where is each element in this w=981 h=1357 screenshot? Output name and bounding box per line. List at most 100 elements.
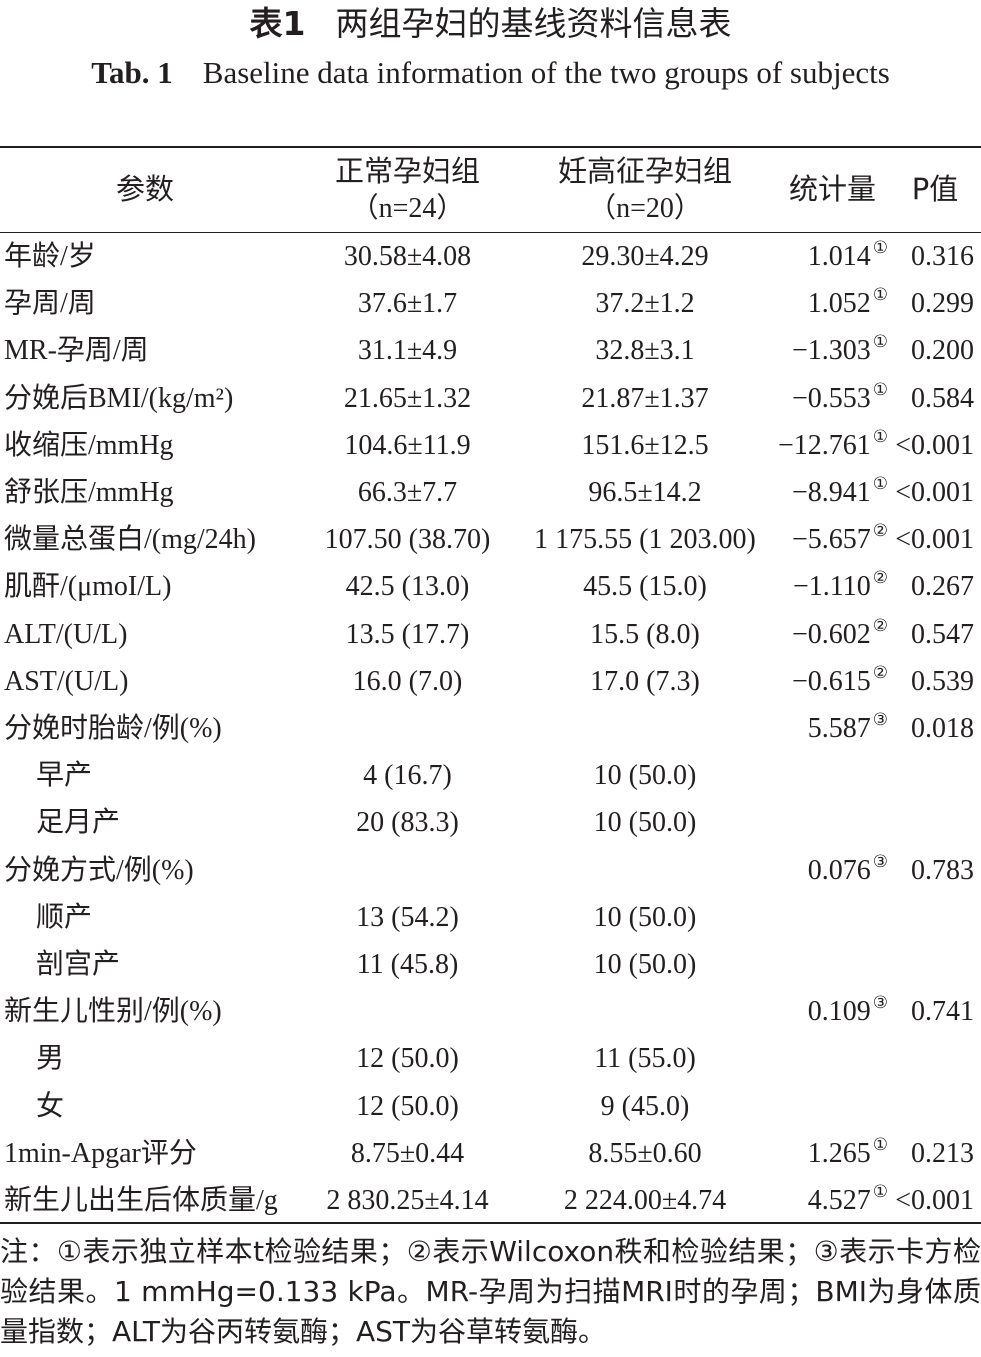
row-parameter-text: 肌酐/(μmoI/L) [4, 571, 172, 603]
statistic-value-text: 1.052 [807, 288, 871, 320]
row-parameter-text: 舒张压/mmHg [4, 477, 174, 508]
header-statistic: 统计量 [788, 172, 876, 206]
test-marker: ① [872, 238, 888, 257]
hdp-group-value: 15.5 (8.0) [525, 611, 765, 658]
test-marker: ② [872, 662, 888, 682]
normal-group-value-text: 8.75±0.44 [350, 1137, 465, 1169]
row-parameter-text: 新生儿出生后体质量/g [4, 1185, 278, 1216]
row-parameter: 1min-Apgar评分 [4, 1130, 197, 1177]
row-parameter: 肌酐/(μmoI/L) [4, 563, 171, 610]
test-marker: ② [872, 521, 888, 541]
table-row: 新生儿出生后体质量/g 2 830.25±4.14 2 224.00±4.74 4.5… [0, 1177, 981, 1224]
table-row: 早产 4 (16.7) 10 (50.0) [0, 752, 981, 799]
statistic-value: 0.076 ③ [808, 847, 888, 894]
hdp-group-value-text: 10 (50.0) [593, 760, 697, 792]
statistic-value: −0.553 ① [792, 375, 888, 422]
header-normal-label: 正常孕妇组 [334, 154, 480, 188]
row-parameter: 新生儿性别/例(%) [4, 988, 222, 1035]
p-value: 0.539 [911, 658, 974, 705]
hdp-group-value: 10 (50.0) [525, 752, 765, 799]
hdp-group-value: 9 (45.0) [525, 1083, 765, 1130]
statistic-value [886, 752, 888, 799]
normal-group-value: 12 (50.0) [290, 1035, 525, 1082]
normal-group-value-text: 42.5 (13.0) [345, 571, 470, 603]
p-value-text: 0.539 [911, 665, 974, 697]
row-parameter: 男 [36, 1035, 64, 1082]
p-value-text: 0.267 [911, 571, 974, 603]
hdp-group-value: 151.6±12.5 [525, 422, 765, 469]
test-marker: ① [872, 379, 888, 399]
hdp-group-value: 21.87±1.37 [525, 375, 765, 422]
table-row: 收缩压/mmHg 104.6±11.9 151.6±12.5 −12.761 ① <0.0… [0, 422, 981, 469]
statistic-value-text: −12.761 [777, 429, 871, 461]
p-value-text: 0.547 [911, 618, 974, 650]
statistic-value-text: −5.657 [791, 524, 871, 556]
row-parameter-text: 男 [36, 1043, 65, 1075]
statistic-value-text: −0.553 [791, 382, 871, 414]
test-marker: ③ [872, 710, 888, 729]
row-parameter-text: 1min-Apgar评分 [4, 1137, 197, 1169]
hdp-group-value-text: 17.0 (7.3) [590, 665, 700, 697]
normal-group-value-text: 16.0 (7.0) [352, 665, 463, 697]
statistic-value: −5.657 ② [792, 516, 888, 563]
row-parameter: 孕周/周 [4, 280, 96, 327]
hdp-group-value: 2 224.00±4.74 [525, 1177, 765, 1224]
table-row: 肌酐/(μmoI/L) 42.5 (13.0) 45.5 (15.0) −1.110 ②… [0, 563, 981, 610]
table-title-cn-text: 两组孕妇的基线资料信息表 [335, 4, 732, 43]
row-parameter-text: 足月产 [36, 807, 121, 839]
hdp-group-value-text: 29.30±4.29 [581, 241, 709, 272]
normal-group-value-text: 20 (83.3) [356, 807, 459, 839]
table-row: 男 12 (50.0) 11 (55.0) [0, 1035, 981, 1082]
hdp-group-value-text: 45.5 (15.0) [583, 571, 707, 603]
hdp-group-value-text: 8.55±0.60 [588, 1137, 702, 1169]
p-value-text: 0.213 [911, 1137, 974, 1169]
p-value: <0.001 [895, 516, 974, 563]
statistic-value: 1.014 ① [808, 233, 888, 280]
header-p-value: P值 [911, 172, 959, 206]
hdp-group-value-text: 2 224.00±4.74 [563, 1185, 727, 1216]
hdp-group-value: 29.30±4.29 [525, 233, 765, 280]
table-label-cn: 表1 [249, 4, 306, 43]
normal-group-value: 2 830.25±4.14 [290, 1177, 525, 1224]
table-footnote: 注：①表示独立样本t检验结果；②表示Wilcoxon秩和检验结果；③表示卡方检验… [0, 1235, 981, 1348]
normal-group-value: 20 (83.3) [290, 799, 525, 846]
normal-group-value-text: 4 (16.7) [363, 760, 452, 792]
row-parameter: 舒张压/mmHg [4, 469, 174, 516]
test-marker: ① [872, 332, 888, 352]
normal-group-value: 42.5 (13.0) [290, 563, 525, 610]
header-hdp-label: 妊高征孕妇组 [557, 154, 732, 188]
statistic-value: −1.303 ① [792, 327, 888, 374]
hdp-group-value: 45.5 (15.0) [525, 563, 765, 610]
p-value: 0.200 [911, 327, 974, 374]
table-row: 分娩时胎龄/例(%) 5.587 ③ 0.018 [0, 705, 981, 752]
hdp-group-value-text: 37.2±1.2 [595, 288, 695, 320]
normal-group-value-text: 12 (50.0) [356, 1043, 459, 1075]
statistic-value: 1.052 ① [808, 280, 888, 327]
table-row: 年龄/岁 30.58±4.08 29.30±4.29 1.014 ① 0.316 [0, 233, 981, 280]
hdp-group-value-text: 10 (50.0) [593, 807, 697, 839]
p-value-text: 0.316 [911, 241, 974, 272]
table-row: 剖宫产 11 (45.8) 10 (50.0) [0, 941, 981, 988]
row-parameter: 微量总蛋白/(mg/24h) [4, 516, 256, 563]
row-parameter-text: 女 [36, 1090, 65, 1122]
hdp-group-value: 10 (50.0) [525, 894, 765, 941]
normal-group-value-text: 107.50 (38.70) [324, 524, 491, 556]
normal-group-value-text: 31.1±4.9 [357, 335, 458, 367]
hdp-group-value: 37.2±1.2 [525, 280, 765, 327]
test-marker: ① [872, 1134, 888, 1154]
table-label-en: Tab. 1 [91, 55, 173, 90]
normal-group-value-text: 21.65±1.32 [343, 382, 472, 414]
row-parameter: 女 [36, 1083, 64, 1130]
normal-group-value-text: 30.58±4.08 [343, 241, 472, 272]
p-value: 0.316 [911, 233, 974, 280]
row-parameter: AST/(U/L) [4, 658, 128, 705]
hdp-group-value-text: 96.5±14.2 [588, 477, 702, 508]
row-parameter-text: 分娩方式/例(%) [4, 854, 194, 886]
p-value: 0.783 [911, 847, 974, 894]
row-parameter: 早产 [36, 752, 92, 799]
row-parameter: 收缩压/mmHg [4, 422, 174, 469]
statistic-value: −1.110 ② [793, 563, 888, 610]
p-value-text: 0.200 [911, 335, 974, 367]
row-parameter: MR-孕周/周 [4, 327, 149, 374]
normal-group-value: 30.58±4.08 [290, 233, 525, 280]
